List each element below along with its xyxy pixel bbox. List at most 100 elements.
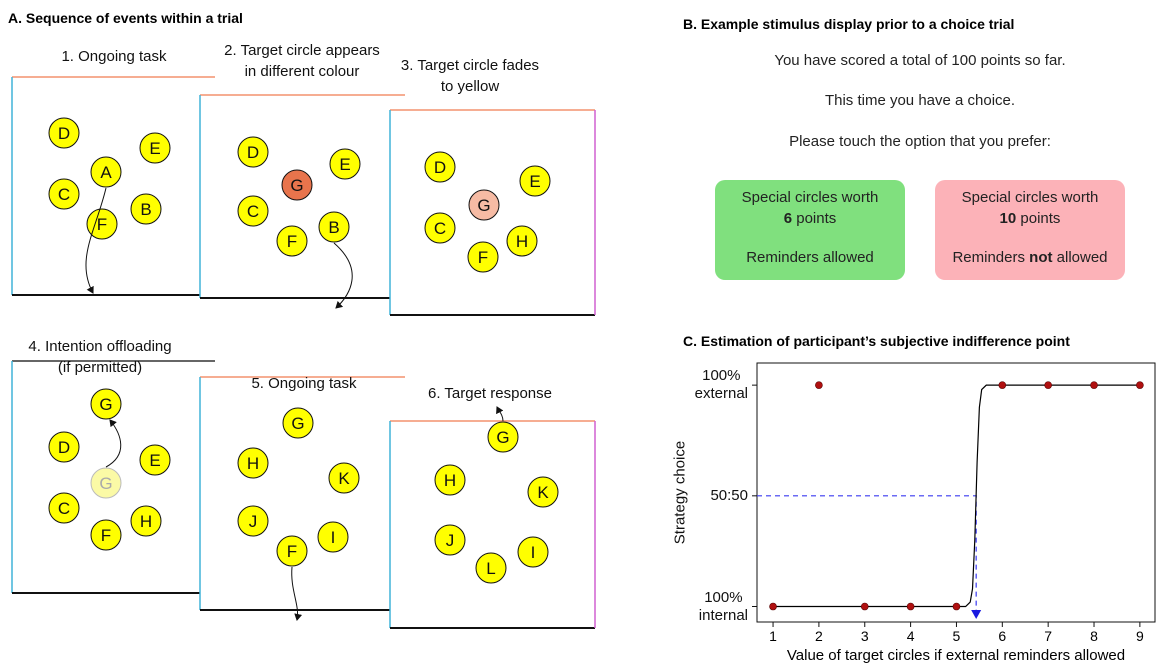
- step-title: 3. Target circle fades to yellow: [400, 57, 540, 95]
- x-tick-label: 4: [907, 628, 915, 644]
- points-value: 6: [783, 210, 793, 227]
- data-point: [998, 381, 1007, 389]
- circle-letter: I: [331, 528, 336, 547]
- step-title: 5. Ongoing task: [251, 375, 357, 392]
- stimulus-circle: [139, 132, 171, 164]
- x-tick-label: 1: [769, 628, 777, 644]
- stimulus-circle: [139, 444, 171, 476]
- circle-letter: F: [478, 248, 488, 267]
- stimulus-circle: [317, 521, 349, 553]
- y-axis-label: Strategy choice: [671, 440, 689, 545]
- x-axis-label: Value of target circles if external remi…: [787, 647, 1125, 664]
- stimulus-circle: [281, 169, 313, 201]
- circle-letter: C: [247, 202, 259, 221]
- circle-letter: B: [140, 200, 151, 219]
- x-tick-label: 7: [1044, 628, 1052, 644]
- x-tick-label: 9: [1136, 628, 1144, 644]
- stimulus-circle: [318, 211, 350, 243]
- data-point: [1044, 381, 1052, 389]
- circle-letter: B: [328, 218, 339, 237]
- stimulus-circle: [424, 212, 456, 244]
- circle-letter: K: [537, 483, 549, 502]
- circle-letter: D: [58, 438, 70, 457]
- stimulus-circle: [130, 505, 162, 537]
- stimulus-circle: [517, 536, 549, 568]
- stimulus-circle: [468, 189, 500, 221]
- plot-frame: [756, 362, 1156, 623]
- stimulus-circle: [90, 156, 122, 188]
- stimulus-circle: [90, 388, 122, 420]
- step-title: 1. Ongoing task: [61, 48, 167, 65]
- indifference-marker: [971, 610, 982, 619]
- circle-letter: H: [444, 471, 456, 490]
- stimulus-circle: [90, 519, 122, 551]
- circle-letter: K: [338, 469, 350, 488]
- chart-title: C. Estimation of participant’s subjectiv…: [683, 333, 1070, 349]
- data-point: [952, 602, 961, 611]
- x-tick-label: 6: [998, 628, 1006, 644]
- circle-letter: C: [58, 499, 70, 518]
- data-point: [1090, 381, 1098, 389]
- option-heading: Special circles worth: [741, 189, 879, 206]
- points-unit: points: [796, 210, 837, 227]
- stimulus-circle: [467, 241, 499, 273]
- stimulus-circle: [527, 476, 559, 508]
- data-point: [1136, 381, 1144, 389]
- x-tick-label: 3: [861, 628, 869, 644]
- fit-curve: [773, 384, 1140, 608]
- circle-letter: F: [97, 215, 107, 234]
- x-tick-label: 8: [1090, 628, 1098, 644]
- panel-title: B. Example stimulus display prior to a c…: [683, 16, 1014, 32]
- step-title: 6. Target response: [428, 385, 552, 402]
- circle-letter: G: [291, 414, 304, 433]
- stimulus-circle: [237, 505, 269, 537]
- circle-letter: G: [477, 196, 490, 215]
- circle-letter: J: [446, 531, 455, 550]
- indifference-guide: [757, 495, 977, 612]
- circle-letter: C: [58, 185, 70, 204]
- stimulus-circle: [237, 447, 269, 479]
- x-tick-label: 2: [815, 628, 823, 644]
- y-tick-label: 100% external: [694, 367, 748, 403]
- step-title: 4. Intention offloading (if permitted): [28, 338, 172, 376]
- circle-letter: C: [434, 219, 446, 238]
- stimulus-circle: [276, 225, 308, 257]
- circle-letter: E: [149, 451, 160, 470]
- data-point: [906, 602, 915, 611]
- arrow: [291, 566, 303, 621]
- circle-letter: L: [486, 559, 495, 578]
- stimulus-circle: [434, 464, 466, 496]
- panel-title: A. Sequence of events within a trial: [8, 10, 243, 26]
- stimulus-circle: [48, 431, 80, 463]
- display-line: This time you have a choice.: [825, 92, 1015, 109]
- circle-letter: E: [149, 139, 160, 158]
- reminder-text: Reminders allowed: [746, 249, 874, 266]
- display-line: Please touch the option that you prefer:: [789, 133, 1051, 150]
- circle-letter: J: [249, 512, 258, 531]
- circle-letter: G: [496, 428, 509, 447]
- reminder-text: allowed: [1056, 249, 1108, 266]
- stimulus-circle: [86, 208, 118, 240]
- stimulus-circle: [90, 467, 122, 499]
- option-reminders: Reminders allowed: [715, 249, 905, 266]
- choice-option[interactable]: Special circles worth 10 points Reminders…: [935, 180, 1125, 280]
- stimulus-circle: [48, 492, 80, 524]
- arrow: [333, 242, 353, 309]
- circle-letter: I: [531, 543, 536, 562]
- data-point: [815, 381, 823, 389]
- stimulus-circle: [328, 462, 360, 494]
- circle-letter: A: [100, 163, 112, 182]
- circle-letter: F: [101, 526, 111, 545]
- stimulus-circle: [48, 117, 80, 149]
- y-tick-label: 100% internal: [698, 588, 748, 624]
- stimulus-circle: [487, 421, 519, 453]
- stimulus-circle: [130, 193, 162, 225]
- stimulus-circle: [434, 524, 466, 556]
- arrow: [85, 187, 107, 294]
- option-heading: Special circles worth: [961, 189, 1099, 206]
- choice-option[interactable]: Special circles worth 6 points Reminders …: [715, 180, 905, 280]
- circle-letter: H: [140, 512, 152, 531]
- step-title: 2. Target circle appears in different co…: [224, 42, 380, 80]
